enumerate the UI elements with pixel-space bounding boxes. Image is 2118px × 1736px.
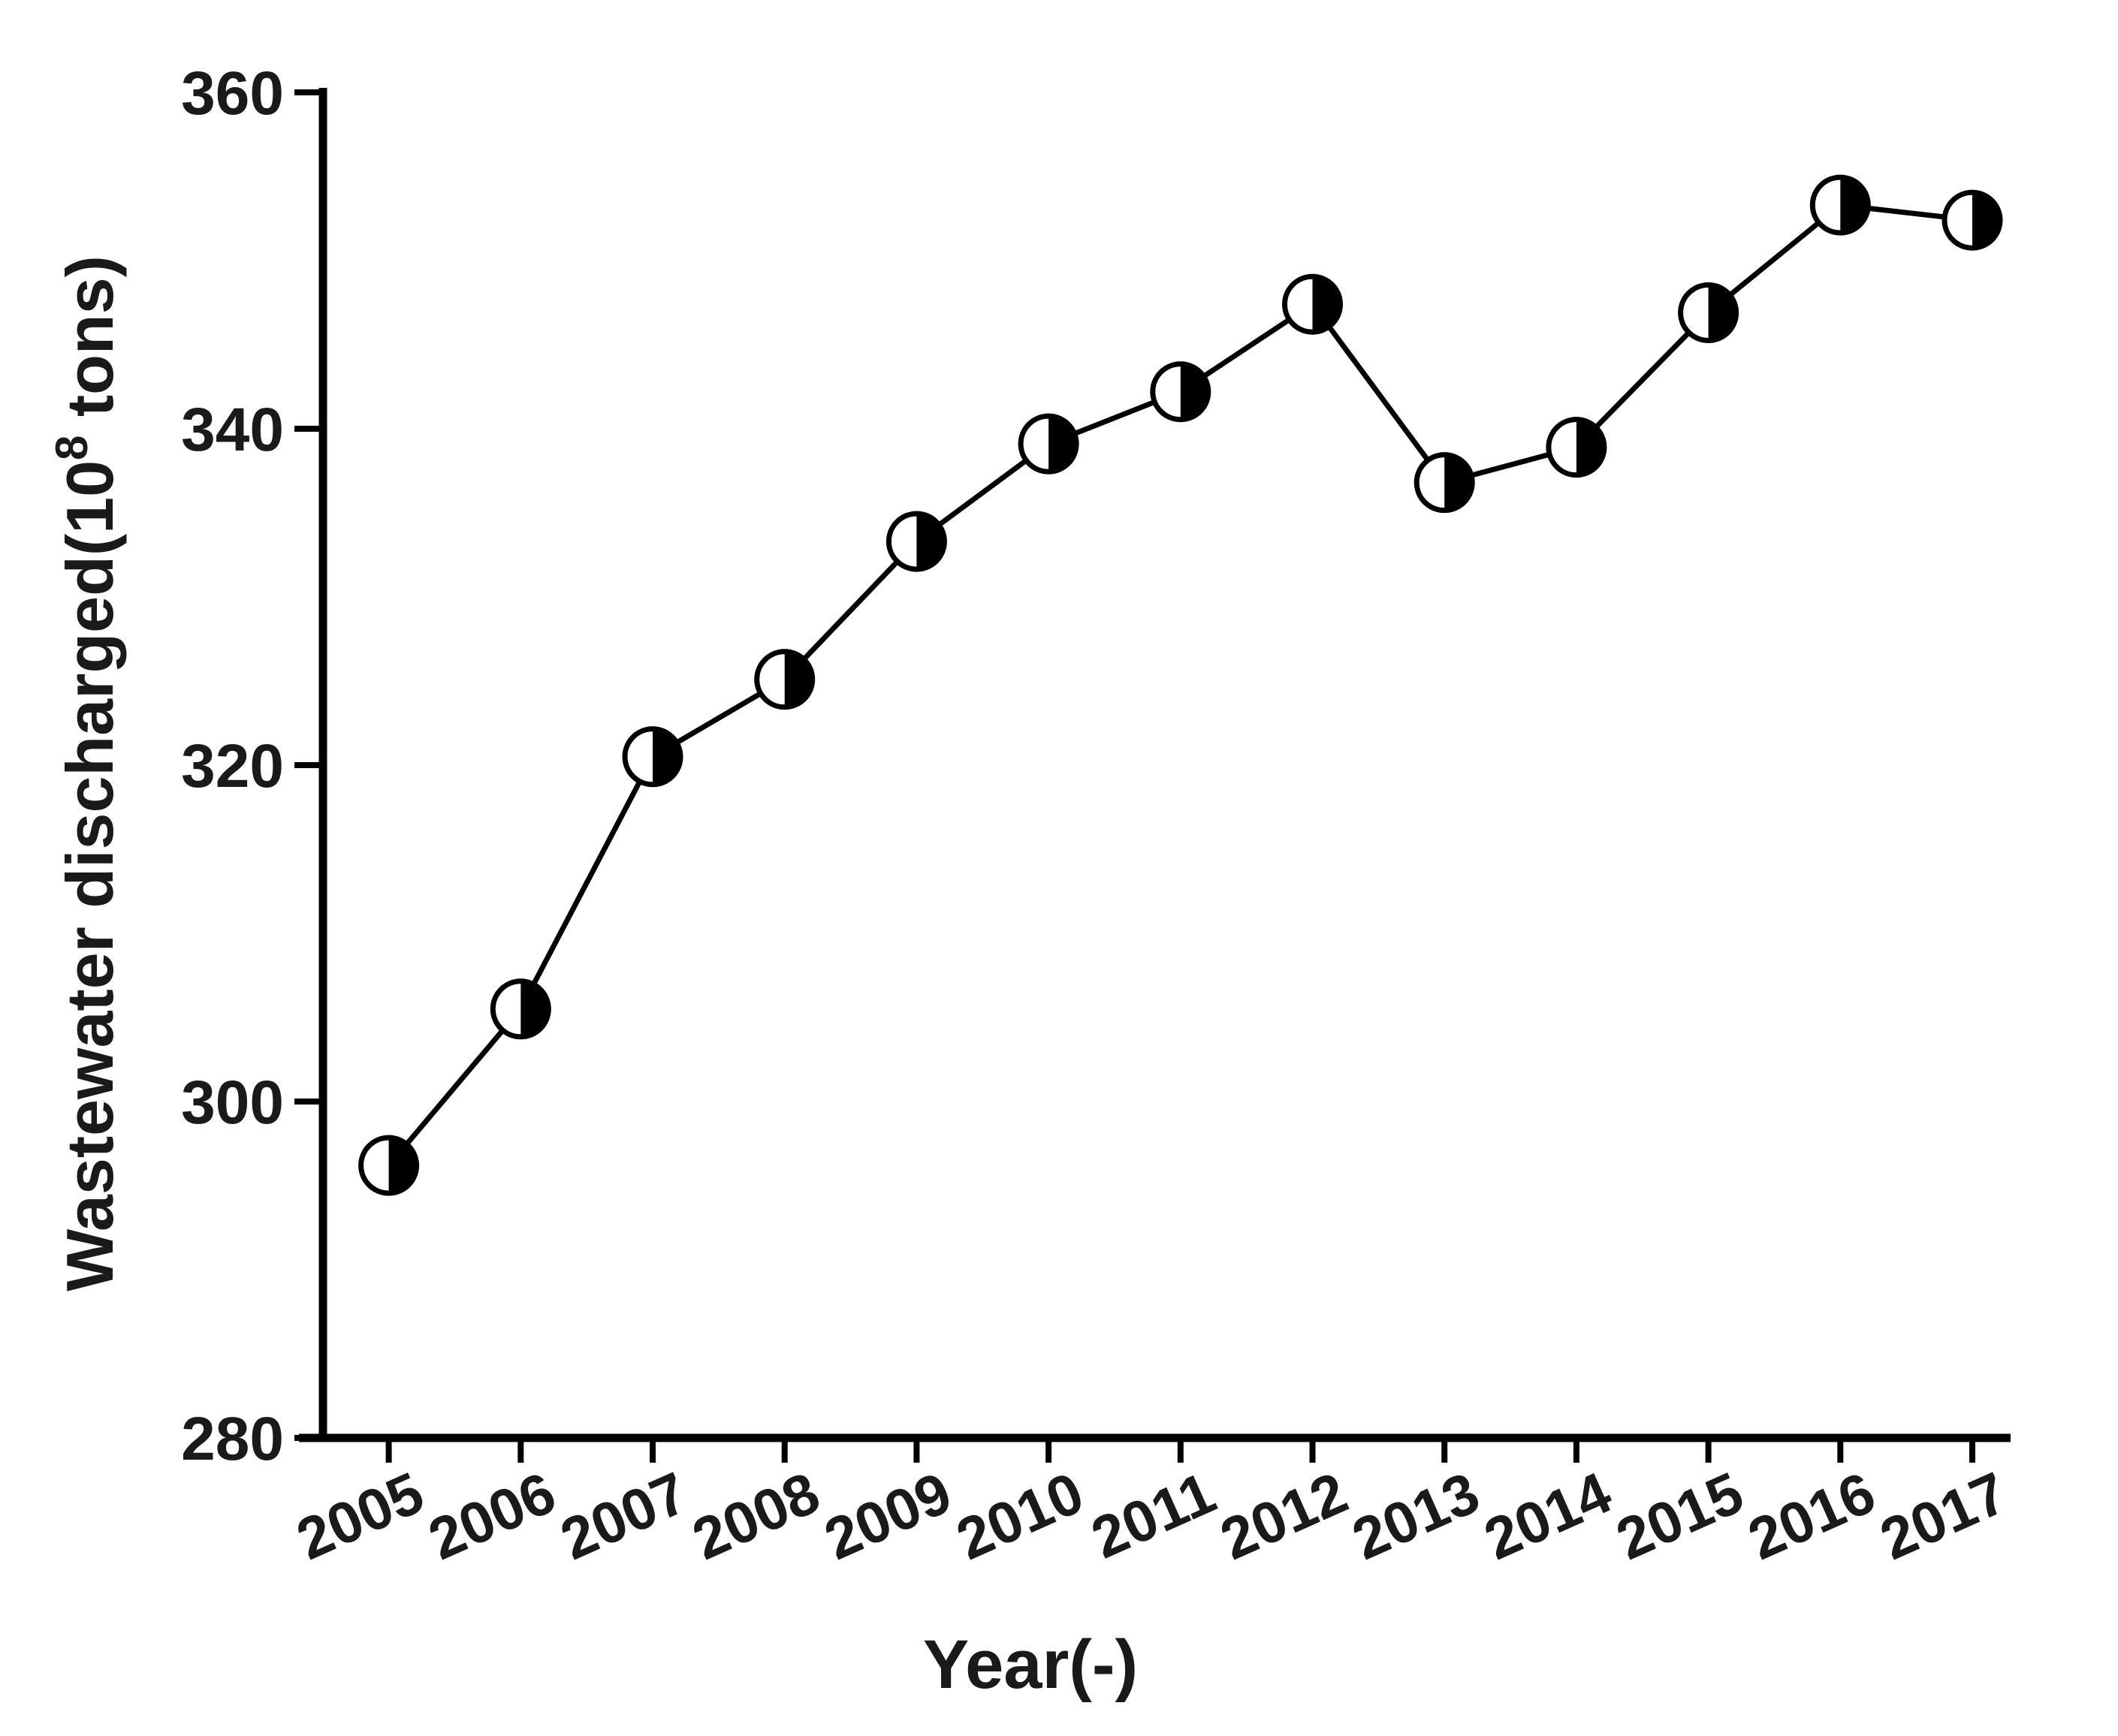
marker-right-half	[1972, 192, 2001, 249]
data-point-2017	[1942, 189, 2003, 251]
data-point-2010	[1018, 413, 1079, 475]
y-tick-label-320: 320	[181, 732, 284, 800]
marker-right-half	[1312, 276, 1341, 333]
marker-outline	[358, 1135, 420, 1196]
marker-right-half	[1576, 419, 1604, 475]
marker-right-half	[916, 514, 945, 570]
data-point-2013	[1414, 452, 1475, 514]
marker-outline	[490, 978, 551, 1040]
marker-right-half	[1444, 454, 1473, 511]
marker-outline	[1414, 452, 1475, 514]
data-point-2015	[1678, 282, 1739, 343]
data-point-2009	[886, 511, 947, 572]
marker-outline	[1678, 282, 1739, 343]
marker-outline	[886, 511, 947, 572]
marker-outline	[1809, 174, 1871, 236]
marker-outline	[1282, 273, 1343, 335]
y-tick-label-300: 300	[181, 1068, 284, 1137]
marker-right-half	[653, 728, 681, 785]
y-tick-label-360: 360	[181, 59, 284, 128]
marker-outline	[1150, 361, 1211, 423]
data-point-2006	[490, 978, 551, 1040]
data-point-2014	[1546, 417, 1607, 478]
data-point-2007	[622, 726, 683, 788]
data-point-2016	[1809, 174, 1871, 236]
marker-right-half	[520, 981, 549, 1037]
data-point-2005	[358, 1135, 420, 1196]
marker-outline	[754, 649, 816, 710]
marker-right-half	[388, 1138, 417, 1194]
y-tick-label-280: 280	[181, 1405, 284, 1473]
marker-outline	[1018, 413, 1079, 475]
marker-right-half	[1048, 416, 1077, 472]
data-point-2008	[754, 649, 816, 710]
marker-right-half	[1180, 363, 1208, 420]
marker-right-half	[1708, 285, 1736, 341]
marker-right-half	[784, 651, 813, 707]
data-point-2011	[1150, 361, 1211, 423]
y-axis-title: Wastewater discharged(108 tons)	[47, 255, 127, 1291]
marker-outline	[622, 726, 683, 788]
data-point-2012	[1282, 273, 1343, 335]
marker-right-half	[1840, 177, 1869, 234]
marker-outline	[1546, 417, 1607, 478]
y-tick-label-340: 340	[181, 396, 284, 464]
marker-outline	[1942, 189, 2003, 251]
x-axis-title: Year(-)	[923, 1626, 1138, 1703]
